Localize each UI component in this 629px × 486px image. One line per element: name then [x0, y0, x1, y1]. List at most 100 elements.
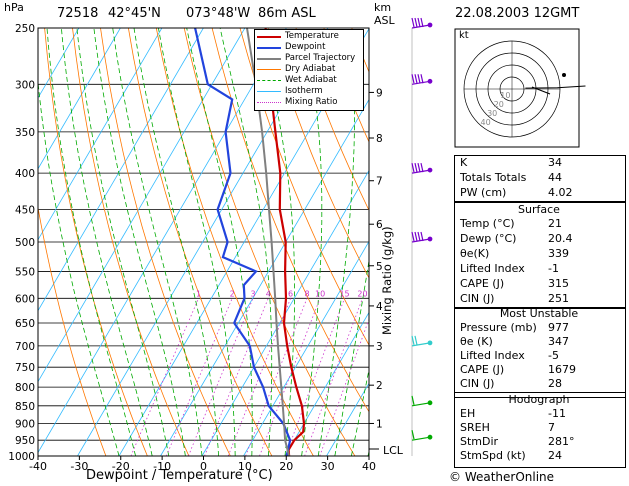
- isotherm: [326, 382, 369, 456]
- mixing-ratio-label: 20: [357, 289, 367, 298]
- row-mu-cape: CAPE (J) 1679: [460, 363, 576, 376]
- isotherm: [38, 28, 163, 241]
- isotherm: [38, 28, 287, 454]
- wet-adiabat: [133, 28, 219, 456]
- row-stmspd: StmSpd (kt) 24: [460, 449, 562, 462]
- legend-swatch: [257, 58, 281, 60]
- mixing-ratio-label: 8: [304, 289, 309, 298]
- pressure-tick-label: 450: [15, 204, 35, 216]
- legend-entry: Parcel Trajectory: [257, 53, 361, 64]
- mixing-ratio-label: 10: [315, 289, 325, 298]
- legend-swatch: [257, 36, 281, 38]
- wet-adiabat: [76, 28, 170, 456]
- height-unit-km: km: [374, 1, 392, 14]
- pressure-tick-label: 550: [15, 266, 35, 278]
- dry-adiabat: [100, 28, 231, 456]
- pressure-tick-label: 750: [15, 362, 35, 374]
- mixing-ratio-line: [188, 298, 254, 456]
- row-stmdir: StmDir 281°: [460, 435, 575, 448]
- dry-adiabat: [44, 28, 148, 456]
- mixing-ratio-line: [259, 298, 321, 456]
- wind-barb: [411, 335, 433, 347]
- pressure-tick-label: 400: [15, 168, 35, 180]
- row-theta: θe(K) 339: [460, 247, 569, 260]
- isotherm: [284, 311, 369, 456]
- temperature-tick-label: -40: [29, 460, 47, 473]
- row-mu-li: Lifted Index -5: [460, 349, 559, 362]
- wet-adiabat: [93, 28, 186, 456]
- pressure-tick-label: 350: [15, 127, 35, 139]
- temperature-tick-label: -20: [112, 460, 130, 473]
- storm-motion-arrow: [531, 86, 551, 95]
- station-elevation: 86m ASL: [258, 6, 316, 21]
- wind-barb: [411, 162, 433, 174]
- mixing-ratio-label: 1: [196, 289, 201, 298]
- mixing-ratio-label: 3: [250, 289, 255, 298]
- wet-adiabat: [112, 28, 203, 456]
- profile-temperature: [264, 28, 306, 456]
- wet-adiabat: [317, 28, 356, 456]
- temperature-tick-label: 20: [279, 460, 293, 473]
- surface-header: Surface: [518, 203, 560, 216]
- pressure-tick-label: 1000: [8, 451, 35, 463]
- row-mu-cin: CIN (J) 28: [460, 377, 562, 390]
- row-mu-theta: θe (K) 347: [460, 335, 569, 348]
- dry-adiabat: [38, 205, 107, 456]
- legend-label: Isotherm: [285, 86, 323, 96]
- legend-label: Dry Adiabat: [285, 64, 336, 74]
- profile-dewpoint: [194, 28, 292, 456]
- temperature-tick-label: 10: [238, 460, 252, 473]
- row-dewp: Dewp (°C) 20.4: [460, 232, 573, 245]
- hodograph-storm-point: [562, 73, 566, 77]
- pressure-tick-label: 800: [15, 382, 35, 394]
- wet-adiabat: [334, 258, 369, 456]
- temperature-tick-label: 40: [362, 460, 376, 473]
- pressure-tick-label: 300: [15, 79, 35, 91]
- km-tick-label: 8: [376, 133, 383, 145]
- wet-adiabat: [301, 28, 323, 456]
- wind-barb: [411, 74, 433, 85]
- pressure-unit: hPa: [4, 1, 24, 14]
- wind-barb: [411, 17, 433, 29]
- credit: © WeatherOnline: [449, 470, 555, 484]
- wind-barb: [411, 430, 433, 441]
- legend-label: Mixing Ratio: [285, 97, 338, 107]
- pressure-tick-label: 900: [15, 418, 35, 430]
- hodograph-frame: [454, 28, 580, 148]
- wet-adiabat: [158, 28, 236, 456]
- legend-label: Dewpoint: [285, 42, 326, 52]
- dry-adiabat: [267, 28, 369, 279]
- km-tick-label: 7: [376, 176, 383, 188]
- mixing-ratio-label: 2: [230, 289, 235, 298]
- row-temp: Temp (°C) 21: [460, 217, 562, 230]
- row-li: Lifted Index -1: [460, 262, 559, 275]
- legend-entry: Temperature: [257, 31, 361, 42]
- dry-adiabat: [72, 28, 190, 456]
- temperature-tick-label: -10: [153, 460, 171, 473]
- pressure-tick-label: 650: [15, 318, 35, 330]
- row-cin: CIN (J) 251: [460, 292, 569, 305]
- pressure-tick-label: 950: [15, 435, 35, 447]
- legend-swatch: [257, 102, 281, 103]
- legend-entry: Dry Adiabat: [257, 64, 361, 75]
- hodograph-header: Hodograph: [508, 393, 570, 406]
- mixing-ratio-axis-title: Mixing Ratio (g/kg): [380, 226, 394, 335]
- hodograph-ring-label: 20: [494, 100, 504, 109]
- isotherm: [201, 169, 369, 456]
- plot-area: 1 2 3 4 6 8 10 15 20 25: [38, 28, 369, 456]
- row-tt: Totals Totals 44: [460, 171, 562, 184]
- mixing-ratio-line: [304, 298, 363, 456]
- km-tick-label: 1: [376, 418, 383, 430]
- mixing-ratio-line: [130, 298, 199, 456]
- most-unstable-header: Most Unstable: [499, 307, 579, 320]
- wet-adiabat: [351, 368, 369, 456]
- km-tick-label: 4: [376, 301, 383, 313]
- isotherm: [38, 28, 121, 170]
- pressure-tick-label: 250: [15, 23, 35, 35]
- mixing-ratio-label: 6: [288, 289, 293, 298]
- km-tick-label: 5: [376, 261, 383, 273]
- row-k: K 34: [460, 156, 562, 169]
- row-pw: PW (cm) 4.02: [460, 186, 573, 199]
- dry-adiabat: [295, 28, 369, 212]
